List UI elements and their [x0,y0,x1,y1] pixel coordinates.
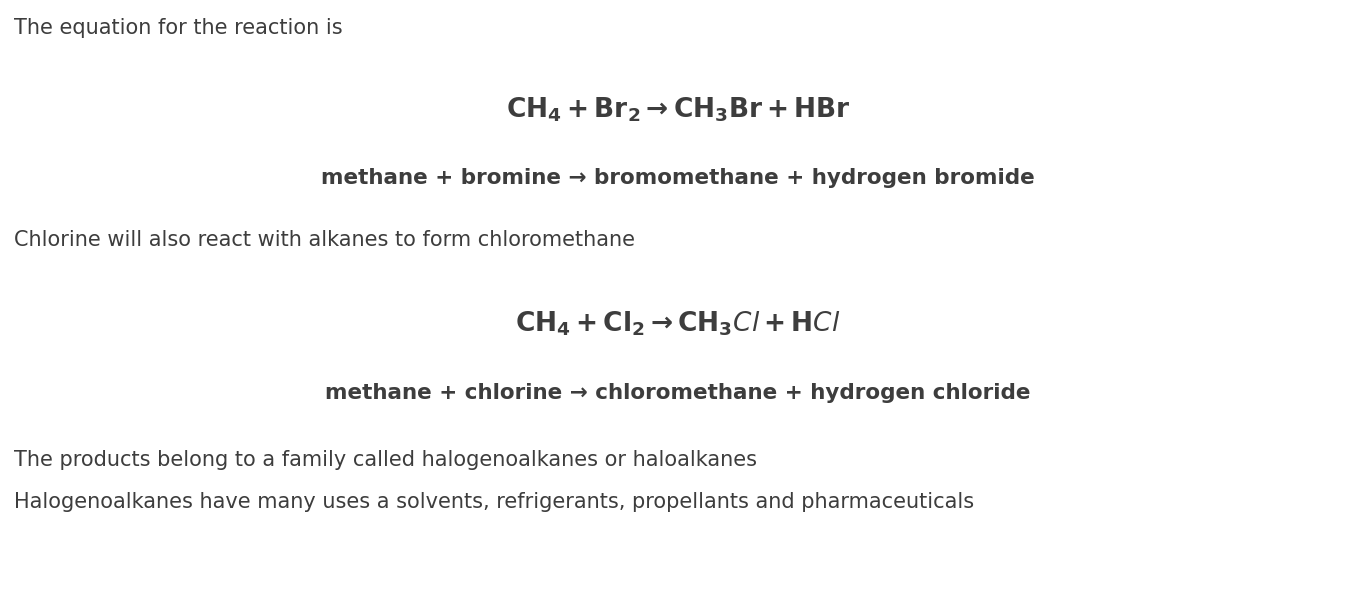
Text: methane + chlorine → chloromethane + hydrogen chloride: methane + chlorine → chloromethane + hyd… [325,383,1031,403]
Text: Halogenoalkanes have many uses a solvents, refrigerants, propellants and pharmac: Halogenoalkanes have many uses a solvent… [14,492,974,512]
Text: The equation for the reaction is: The equation for the reaction is [14,18,343,38]
Text: $\mathbf{CH_4 + Cl_2 \rightarrow CH_3\mathit{Cl} + H\mathit{Cl}}$: $\mathbf{CH_4 + Cl_2 \rightarrow CH_3\ma… [515,310,841,339]
Text: methane + bromine → bromomethane + hydrogen bromide: methane + bromine → bromomethane + hydro… [321,168,1035,188]
Text: $\mathbf{CH_4 + Br_2 \rightarrow CH_3Br + HBr}$: $\mathbf{CH_4 + Br_2 \rightarrow CH_3Br … [506,95,850,123]
Text: Chlorine will also react with alkanes to form chloromethane: Chlorine will also react with alkanes to… [14,230,635,250]
Text: The products belong to a family called halogenoalkanes or haloalkanes: The products belong to a family called h… [14,450,757,470]
